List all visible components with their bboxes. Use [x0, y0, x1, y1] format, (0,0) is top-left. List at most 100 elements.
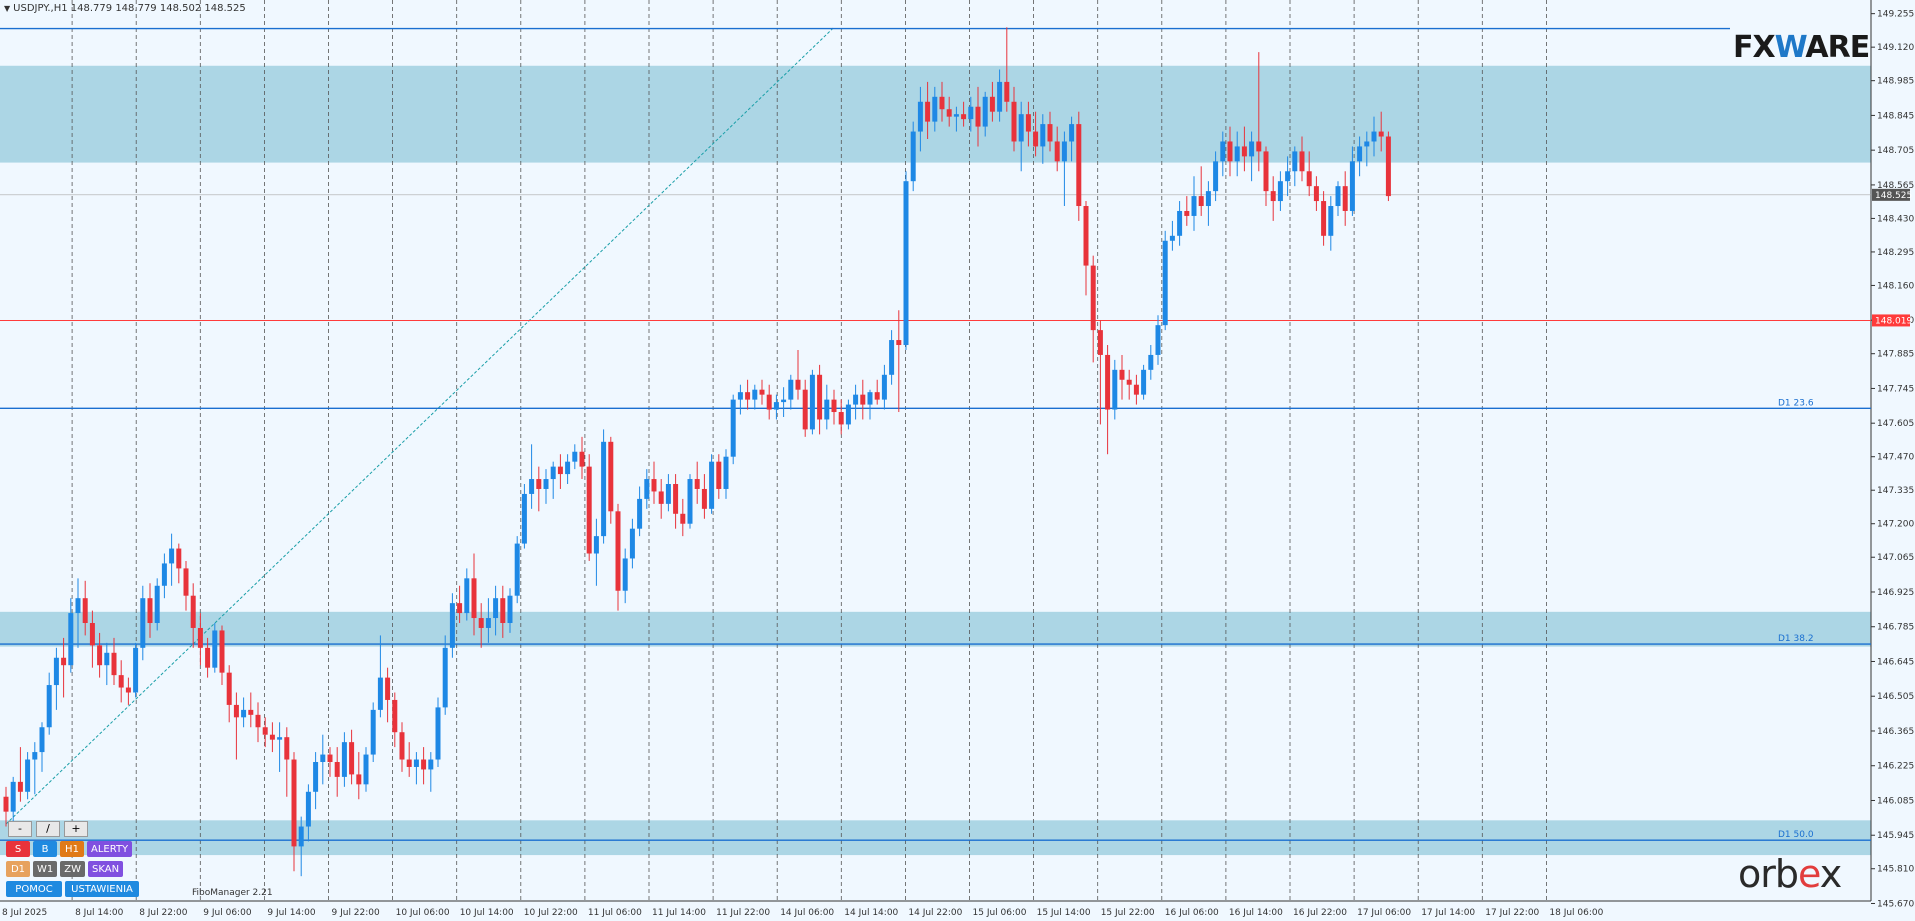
candle-body	[1349, 161, 1355, 211]
x-tick-label: 9 Jul 06:00	[203, 908, 252, 918]
candle-body	[615, 511, 621, 591]
y-tick-label: 148.705	[1877, 146, 1914, 156]
candle-body	[831, 399, 837, 413]
candle-body	[1155, 325, 1161, 355]
fxware-logo: FXWARE	[1733, 30, 1870, 65]
candle-body	[745, 392, 751, 400]
candle-body	[1076, 124, 1082, 207]
zw-button[interactable]: ZW	[60, 861, 85, 877]
candle-body	[147, 598, 153, 624]
candle-body	[1321, 201, 1327, 236]
settings-button[interactable]: USTAWIENIA	[65, 881, 139, 897]
dropdown-triangle-icon[interactable]: ▼	[4, 4, 11, 13]
candle-body	[1054, 141, 1060, 162]
candle-body	[838, 412, 844, 425]
y-tick-label: 148.985	[1877, 77, 1914, 87]
y-tick-label: 147.885	[1877, 350, 1914, 360]
candle-body	[917, 101, 923, 132]
x-tick-label: 15 Jul 06:00	[973, 908, 1027, 918]
candle-body	[406, 759, 412, 767]
candle-body	[665, 484, 671, 504]
x-tick-label: 10 Jul 14:00	[460, 908, 514, 918]
timeframe-w1-button[interactable]: W1	[33, 861, 58, 877]
candle-body	[989, 96, 995, 112]
candle-body	[579, 451, 585, 467]
candle-body	[1011, 101, 1017, 142]
timeframe-d1-button[interactable]: D1	[6, 861, 30, 877]
x-tick-label: 11 Jul 22:00	[716, 908, 770, 918]
candle-body	[205, 647, 211, 668]
candle-body	[53, 657, 59, 686]
candle-body	[723, 456, 729, 489]
zoom-out-button[interactable]: -	[8, 821, 32, 837]
candle-body	[25, 759, 31, 792]
y-tick-label: 147.745	[1877, 384, 1914, 394]
candle-body	[255, 714, 261, 728]
y-tick-label: 146.085	[1877, 796, 1914, 806]
y-tick-label: 148.160	[1877, 281, 1914, 291]
x-tick-label: 14 Jul 22:00	[908, 908, 962, 918]
candle-body	[896, 340, 902, 346]
sell-button[interactable]: S	[6, 841, 30, 857]
candle-body	[291, 759, 297, 847]
candle-body	[1342, 186, 1348, 211]
candle-body	[658, 491, 664, 504]
buy-button[interactable]: B	[33, 841, 57, 857]
candle-body	[975, 106, 981, 127]
symbol-info: USDJPY.,H1 148.779 148.779 148.502 148.5…	[13, 3, 246, 14]
candle-body	[212, 630, 218, 668]
panel-row-1: S B H1 ALERTY	[6, 841, 133, 857]
y-tick-label: 148.295	[1877, 248, 1914, 258]
candle-body	[125, 687, 131, 693]
y-tick-label: 146.785	[1877, 623, 1914, 633]
candle-body	[557, 466, 563, 475]
candle-body	[1364, 141, 1370, 147]
candle-body	[759, 389, 765, 395]
candle-body	[773, 402, 779, 410]
candle-body	[133, 647, 139, 693]
candle-body	[356, 774, 362, 785]
mini-toolbar: - / +	[8, 821, 88, 837]
candle-body	[197, 627, 203, 648]
draw-line-button[interactable]: /	[36, 821, 60, 837]
candle-body	[1371, 131, 1377, 142]
y-tick-label: 148.845	[1877, 111, 1914, 121]
candle-body	[601, 441, 607, 537]
candle-body	[1213, 161, 1219, 192]
candle-body	[629, 528, 635, 559]
y-tick-label: 146.225	[1877, 762, 1914, 772]
timeframe-h1-button[interactable]: H1	[60, 841, 84, 857]
candle-body	[392, 699, 398, 733]
candle-body	[953, 114, 959, 117]
candle-body	[845, 404, 851, 425]
candle-body	[529, 479, 535, 494]
y-tick-label: 147.065	[1877, 553, 1914, 563]
candle-body	[694, 479, 700, 489]
candle-body	[1061, 141, 1067, 162]
candle-body	[1241, 146, 1247, 157]
zoom-in-button[interactable]: +	[64, 821, 88, 837]
candle-body	[752, 389, 758, 400]
alerts-button[interactable]: ALERTY	[87, 841, 133, 857]
candle-body	[39, 727, 45, 753]
red-level-label: 148.019	[1875, 316, 1912, 326]
x-tick-label: 16 Jul 06:00	[1165, 908, 1219, 918]
y-tick-label: 148.430	[1877, 214, 1914, 224]
y-tick-label: 149.120	[1877, 43, 1914, 53]
candle-body	[687, 479, 693, 524]
candle-body	[1112, 369, 1118, 410]
y-tick-label: 145.945	[1877, 831, 1914, 841]
fib-level-label: D1 23.6	[1778, 398, 1814, 408]
candle-body	[1162, 240, 1168, 326]
candle-body	[161, 563, 167, 586]
scan-button[interactable]: SKAN	[88, 861, 124, 877]
candle-body	[413, 759, 419, 767]
candle-body	[3, 796, 9, 812]
candle-body	[543, 479, 549, 489]
candle-body	[118, 675, 124, 688]
candle-body	[968, 106, 974, 120]
x-tick-label: 8 Jul 14:00	[75, 908, 124, 918]
help-button[interactable]: POMOC	[6, 881, 62, 897]
candle-body	[572, 451, 578, 462]
